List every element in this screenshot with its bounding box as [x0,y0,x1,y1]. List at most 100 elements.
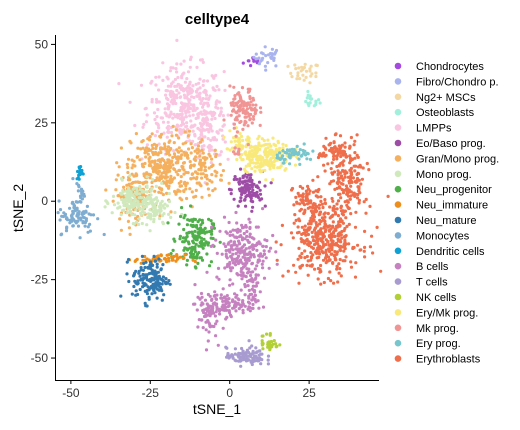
data-point [235,130,239,134]
legend-key [394,93,402,101]
data-point [161,263,165,267]
data-point [218,162,222,166]
data-point [71,200,75,204]
data-point [324,136,328,140]
data-point [347,222,351,226]
data-point [355,153,359,157]
data-point [136,292,140,297]
data-point [159,191,163,195]
data-point [266,354,271,358]
data-point [169,146,173,151]
data-point [142,261,146,265]
data-point [269,56,274,61]
data-point [333,187,337,191]
data-point [332,140,336,144]
data-point [167,158,171,162]
data-point [231,101,235,105]
data-point [315,209,319,213]
data-point [205,79,210,83]
data-point [250,236,254,240]
data-point [171,155,175,160]
data-point [171,116,175,120]
data-point [311,219,315,223]
data-point [246,59,250,63]
data-point [280,223,284,227]
data-point [244,195,248,199]
data-point [310,230,314,234]
data-point [214,138,219,142]
legend-key [394,232,402,239]
data-point [266,358,270,362]
data-point [235,293,239,297]
legend-key [394,324,402,332]
data-point [198,218,202,222]
data-point [117,82,121,86]
data-point [157,178,161,182]
data-point [165,135,169,139]
data-point [247,246,251,250]
legend-label: Osteoblasts [416,107,475,119]
data-point [247,258,251,262]
data-point [220,296,224,300]
data-point [219,150,223,154]
data-point [184,184,188,188]
series-eo-baso-prog- [227,167,273,213]
data-point [198,140,202,144]
data-point [155,100,159,104]
data-point [225,264,229,269]
data-point [299,69,303,73]
data-point [307,103,311,108]
data-point [314,221,318,225]
data-point [154,167,158,171]
data-point [178,234,182,238]
data-point [216,266,221,270]
data-point [184,246,188,250]
data-point [208,311,212,315]
data-point [335,207,339,211]
data-point [313,202,317,206]
data-point [237,247,241,251]
data-point [164,175,168,179]
data-point [143,161,147,166]
data-point [154,196,159,200]
data-point [141,139,145,143]
data-point [223,299,227,303]
data-point [199,223,203,227]
data-point [153,117,157,122]
data-point [147,172,151,177]
data-point [294,195,298,199]
data-point [260,156,264,160]
data-point [318,222,322,226]
legend-key [394,355,402,362]
y-tick-label: -25 [31,273,49,287]
data-point [228,248,232,252]
data-point [254,103,258,107]
data-point [191,84,195,88]
data-point [111,194,116,198]
data-point [254,144,258,148]
data-point [356,185,360,189]
data-point [257,62,261,66]
data-point [237,259,241,264]
data-point [169,112,173,116]
data-point [331,220,335,224]
data-point [71,177,75,181]
data-point [191,113,195,117]
data-point [79,170,83,174]
data-point [143,289,147,293]
data-point [157,100,161,104]
data-point [186,70,191,74]
data-point [258,147,262,151]
data-point [242,100,246,104]
data-point [198,77,202,81]
data-point [275,258,279,262]
data-point [302,211,306,216]
data-point [213,148,217,152]
data-point [250,155,254,159]
data-point [349,265,354,269]
data-point [190,190,194,194]
data-point [260,137,264,141]
data-point [250,287,254,291]
data-point [240,134,244,138]
data-point [207,217,211,221]
